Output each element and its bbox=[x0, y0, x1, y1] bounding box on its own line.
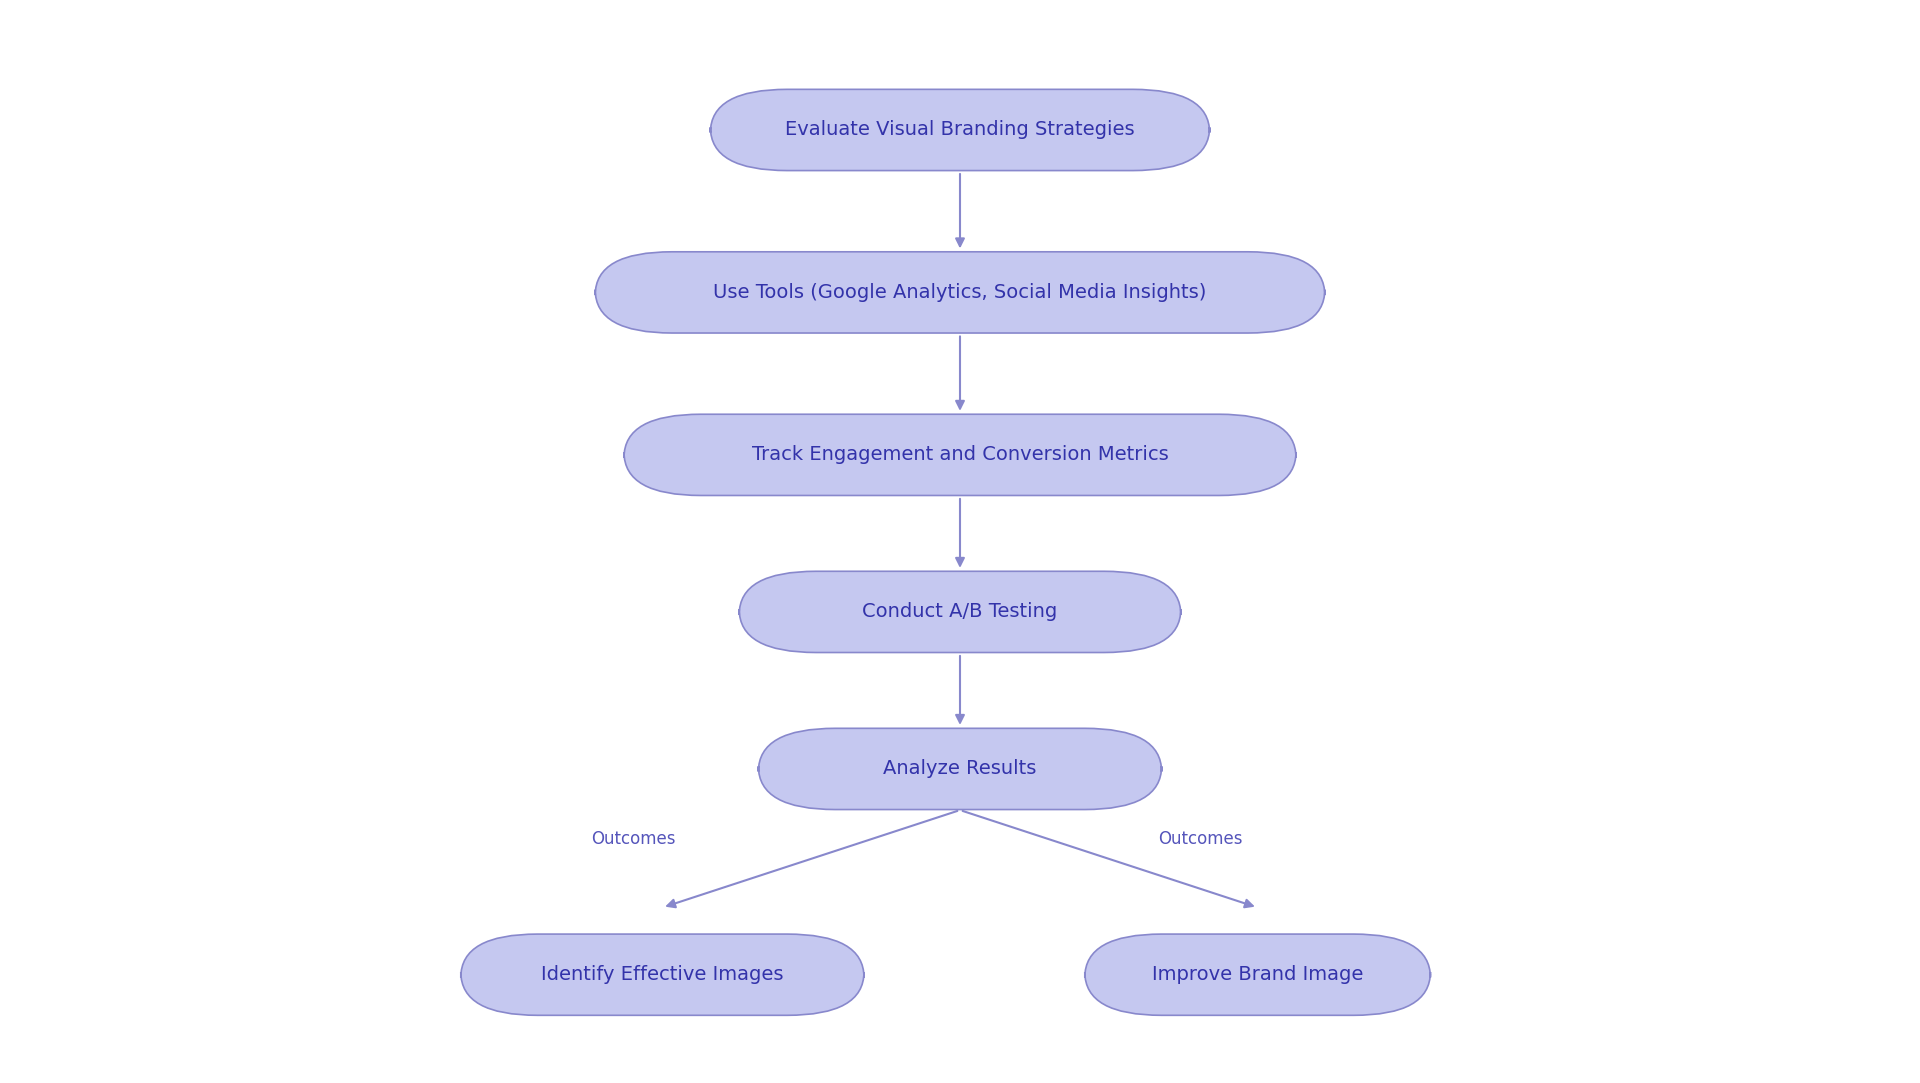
FancyBboxPatch shape bbox=[595, 252, 1325, 334]
Text: Outcomes: Outcomes bbox=[1158, 831, 1242, 848]
Text: Outcomes: Outcomes bbox=[591, 831, 676, 848]
FancyBboxPatch shape bbox=[461, 934, 864, 1016]
FancyBboxPatch shape bbox=[624, 415, 1296, 496]
Text: Use Tools (Google Analytics, Social Media Insights): Use Tools (Google Analytics, Social Medi… bbox=[714, 283, 1206, 302]
Text: Analyze Results: Analyze Results bbox=[883, 759, 1037, 779]
Text: Conduct A/B Testing: Conduct A/B Testing bbox=[862, 602, 1058, 622]
FancyBboxPatch shape bbox=[1085, 934, 1430, 1016]
Text: Track Engagement and Conversion Metrics: Track Engagement and Conversion Metrics bbox=[751, 445, 1169, 465]
FancyBboxPatch shape bbox=[710, 90, 1210, 170]
FancyBboxPatch shape bbox=[758, 728, 1162, 810]
Text: Improve Brand Image: Improve Brand Image bbox=[1152, 965, 1363, 984]
Text: Identify Effective Images: Identify Effective Images bbox=[541, 965, 783, 984]
FancyBboxPatch shape bbox=[739, 572, 1181, 652]
Text: Evaluate Visual Branding Strategies: Evaluate Visual Branding Strategies bbox=[785, 120, 1135, 140]
